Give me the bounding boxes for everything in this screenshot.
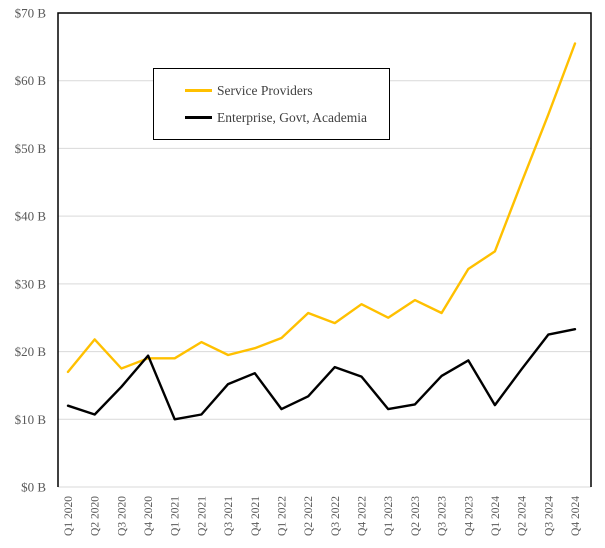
legend-label: Service Providers (217, 82, 313, 98)
x-axis-tick-label: Q1 2023 (383, 496, 395, 536)
enterprise-govt-academia-line-icon (185, 116, 212, 119)
y-axis-tick-label: $50 B (15, 141, 47, 156)
y-axis-tick-label: $40 B (15, 209, 47, 224)
x-axis-tick-label: Q2 2021 (196, 496, 208, 536)
legend-entry-enterprise-govt-academia: Enterprise, Govt, Academia (185, 110, 389, 126)
x-axis-tick-label: Q1 2020 (63, 496, 75, 536)
x-axis-tick-label: Q4 2022 (357, 496, 369, 536)
x-axis-tick-label: Q1 2022 (277, 496, 289, 536)
x-axis-tick-label: Q2 2022 (303, 496, 315, 536)
y-axis-tick-label: $0 B (21, 480, 46, 495)
x-axis-tick-label: Q4 2023 (463, 496, 475, 536)
x-axis-tick-label: Q2 2024 (517, 496, 529, 536)
legend: Service Providers Enterprise, Govt, Acad… (153, 68, 390, 140)
legend-label: Enterprise, Govt, Academia (217, 109, 367, 125)
y-axis-tick-label: $70 B (15, 6, 47, 21)
x-axis-tick-label: Q3 2020 (116, 496, 128, 536)
x-axis-tick-label: Q2 2020 (90, 496, 102, 536)
y-axis-tick-label: $60 B (15, 73, 47, 88)
x-axis-tick-label: Q4 2020 (143, 496, 155, 536)
x-axis-tick-label: Q1 2024 (490, 496, 502, 536)
enterprise-govt-academia-line (66, 328, 577, 421)
x-axis-tick-label: Q2 2023 (410, 496, 422, 536)
service-providers-line (66, 42, 577, 374)
x-axis-tick-label: Q1 2021 (170, 496, 182, 536)
x-axis-tick-label: Q3 2022 (330, 496, 342, 536)
x-axis-tick-label: Q4 2021 (250, 496, 262, 536)
x-axis-tick-label: Q4 2024 (570, 496, 582, 536)
x-axis-tick-label: Q3 2024 (543, 496, 555, 536)
x-axis-tick-label: Q3 2023 (437, 496, 449, 536)
x-axis-tick-label: Q3 2021 (223, 496, 235, 536)
plot-border (57, 12, 592, 487)
y-axis-tick-label: $10 B (15, 412, 47, 427)
y-axis-tick-label: $20 B (15, 344, 47, 359)
service-providers-line-icon (185, 89, 212, 92)
y-axis-tick-label: $30 B (15, 276, 47, 291)
legend-entry-service-providers: Service Providers (185, 83, 389, 99)
